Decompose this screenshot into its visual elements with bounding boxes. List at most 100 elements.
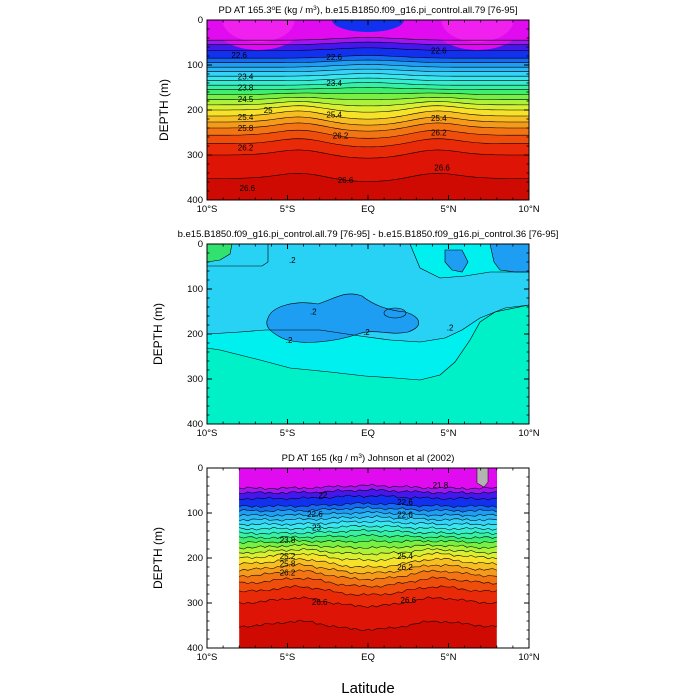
x-tick-label: 10°N: [518, 204, 539, 215]
y-tick-label: 100: [187, 508, 203, 519]
y-tick-label: 400: [187, 419, 203, 430]
density-contour-line: [239, 619, 497, 631]
density-contour-line: [239, 539, 497, 544]
y-tick-label: 300: [187, 598, 203, 609]
contour-label: 26.2: [280, 568, 296, 577]
contour-label: 26.2: [397, 563, 413, 572]
contour-label: 26.6: [240, 184, 256, 193]
panel-observed-density: PD AT 165 (kg / m3) Johnson et al (2002)…: [151, 453, 540, 664]
density-contour-line: [207, 97, 529, 100]
x-axis-label-latitude: Latitude: [341, 680, 394, 697]
diff-region-green: [207, 244, 232, 262]
panel3-contour-labels: 21.82222.62323.825.225.826.226.622.622.6…: [280, 481, 449, 607]
diff-contour: [207, 244, 269, 267]
panel2-contour-labels: .2 .2 .2 .2 .2: [286, 256, 454, 345]
contour-label: .2: [289, 256, 296, 265]
contour-label: 22.6: [397, 510, 413, 519]
contour-label: 23.4: [326, 79, 342, 88]
contour-label: 22.6: [326, 53, 342, 62]
contour-label: 22.6: [431, 47, 447, 56]
density-contour-line: [239, 563, 497, 575]
density-contour-line: [239, 569, 497, 581]
y-tick-label: 200: [187, 553, 203, 564]
y-tick-label: 300: [187, 150, 203, 161]
contour-label: 23.4: [238, 72, 254, 81]
surface-density-lobe: [222, 20, 295, 42]
density-contour-line: [239, 483, 497, 490]
contour-label: 22.6: [231, 51, 247, 60]
contour-label: 25.2: [280, 552, 296, 561]
contour-label: 25.4: [397, 552, 413, 561]
density-contour-line: [207, 122, 529, 132]
contour-label: .2: [310, 308, 317, 317]
x-tick-label: 5°N: [441, 428, 457, 439]
density-contour-line: [207, 64, 529, 68]
contour-label: 22.6: [307, 510, 323, 519]
surface-density-lobe: [332, 20, 404, 32]
panel1-contour-lines: [207, 37, 529, 182]
contour-label: 26.6: [338, 176, 354, 185]
contour-label: 25.8: [238, 124, 254, 133]
panel3-contour-lines: [239, 483, 497, 631]
density-contour-line: [207, 87, 529, 90]
diff-contour: [489, 244, 529, 273]
density-contour-line: [207, 37, 529, 41]
x-tick-label: 5°S: [280, 204, 295, 215]
density-contour-line: [207, 68, 529, 72]
density-contour-line: [207, 101, 529, 107]
x-tick-label: EQ: [361, 428, 375, 439]
diff-blob-northeast: [490, 244, 529, 272]
density-contour-line: [239, 506, 497, 513]
x-tick-label: EQ: [361, 652, 375, 663]
diff-contour: [409, 244, 529, 279]
panel2-title: b.e15.B1850.f09_g16.pi_control.all.79 [7…: [178, 229, 559, 240]
x-tick-label: 5°N: [441, 204, 457, 215]
x-tick-label: 5°S: [280, 428, 295, 439]
panel-model-density: PD AT 165.3oE (kg / m3), b.e15.B1850.f09…: [157, 5, 540, 216]
contour-label: 24.5: [238, 95, 254, 104]
panel1-contour-labels: 22.6 23.4 23.8 24.5 25 25.4 25.8 26.2 26.6 22.6 23…: [231, 47, 450, 193]
density-contour-line: [239, 596, 497, 608]
x-tick-label: 10°N: [518, 652, 539, 663]
y-tick-label: 100: [187, 60, 203, 71]
density-contour-line: [207, 110, 529, 120]
contour-label: 23: [312, 523, 321, 532]
panel3-title: PD AT 165 (kg / m3) Johnson et al (2002): [282, 453, 455, 465]
density-contour-line: [239, 557, 497, 569]
x-tick-label: 10°S: [197, 428, 218, 439]
x-tick-label: 10°N: [518, 428, 539, 439]
panel1-axes: 10°S 5°S EQ 5°N 10°N 0 100 200 300 400: [187, 15, 540, 215]
contour-label: 26.2: [238, 143, 254, 152]
density-contour-line: [239, 520, 497, 527]
contour-label: 25.8: [280, 559, 296, 568]
density-contour-line: [207, 105, 529, 113]
density-contour-line: [239, 548, 497, 556]
y-tick-label: 0: [198, 239, 203, 250]
diff-contour: [444, 249, 469, 273]
diff-contour: [207, 304, 529, 381]
diff-contour: [266, 293, 419, 343]
density-contour-line: [207, 92, 529, 95]
panel3-y-axis-label: DEPTH (m): [151, 527, 165, 589]
panel3-contour-fill: [239, 468, 497, 648]
diff-contour: [207, 244, 233, 263]
y-tick-label: 0: [198, 463, 203, 474]
contour-label: 23.8: [280, 536, 296, 545]
panel1-title: PD AT 165.3oE (kg / m3), b.e15.B1850.f09…: [219, 5, 518, 17]
diff-blob-north: [445, 250, 468, 272]
contour-label: 22.6: [397, 498, 413, 507]
x-tick-label: 5°N: [441, 652, 457, 663]
y-tick-label: 200: [187, 329, 203, 340]
density-contour-line: [239, 524, 497, 531]
panel3-axes: 10°S 5°S EQ 5°N 10°N 0 100 200 300 400: [187, 463, 540, 663]
y-tick-label: 200: [187, 105, 203, 116]
density-contour-line: [207, 116, 529, 126]
density-band: [239, 468, 497, 490]
density-contour-line: [239, 576, 497, 588]
density-contour-line: [239, 543, 497, 550]
density-contour-line: [239, 515, 497, 522]
panel1-contour-fill: [207, 20, 529, 200]
density-contour-line: [207, 41, 529, 45]
density-contour-line: [239, 585, 497, 596]
